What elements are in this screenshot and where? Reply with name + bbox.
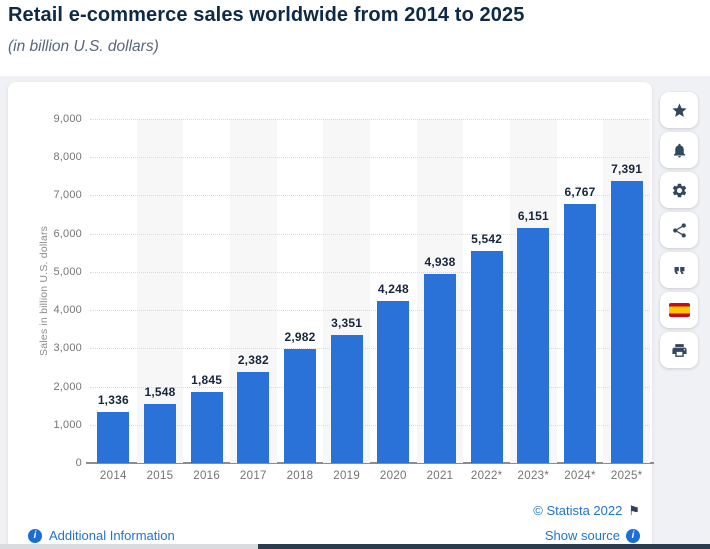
- y-axis-tick-label: 6,000: [53, 227, 82, 240]
- additional-information-row: i Additional Information: [28, 528, 175, 543]
- citation-button[interactable]: [660, 252, 698, 288]
- x-axis-tick-label: 2016: [193, 470, 221, 482]
- y-axis-tick-label: 2,000: [53, 380, 82, 393]
- bottom-strip-dark: [258, 544, 710, 549]
- gridline: [90, 386, 650, 388]
- x-axis-tick-label: 2022*: [470, 470, 503, 482]
- gridline: [90, 195, 650, 197]
- bar-2019[interactable]: [330, 334, 363, 463]
- y-axis-tick-label: 8,000: [53, 151, 82, 164]
- bar-value-label: 6,151: [517, 208, 549, 223]
- x-axis-tick-label: 2017: [239, 470, 267, 482]
- chart-card: Sales in billion U.S. dollars 0 1,000 2,00…: [8, 82, 654, 549]
- bar-2024[interactable]: [564, 204, 596, 463]
- share-icon: [672, 222, 686, 238]
- y-axis-tick-label: 1,000: [53, 418, 82, 431]
- bar-value-label: 3,351: [331, 315, 363, 330]
- bar-value-label: 4,248: [377, 281, 409, 296]
- plot-area: 0 1,000 2,000 3,000 4,000 5,000 6,000 7,000 8,00…: [53, 113, 654, 482]
- bar-value-label: 4,938: [424, 255, 456, 270]
- bar-2014[interactable]: [97, 411, 130, 463]
- gridline: [90, 271, 650, 273]
- bar-2025[interactable]: [610, 180, 643, 463]
- bar-value-label: 1,336: [97, 392, 129, 407]
- x-axis-tick-label: 2025*: [610, 470, 643, 482]
- report-flag-icon[interactable]: ⚑: [628, 503, 640, 518]
- page-subtitle: (in billion U.S. dollars): [8, 38, 159, 55]
- y-axis-tick-label: 7,000: [53, 189, 82, 202]
- y-axis-tick-label: 0: [75, 457, 82, 469]
- printer-icon: [671, 343, 687, 357]
- bar-2021[interactable]: [424, 274, 456, 463]
- gridline: [90, 119, 650, 120]
- gridline: [90, 233, 650, 235]
- bottom-strip-light: [0, 544, 258, 549]
- bar-value-label: 7,391: [611, 161, 643, 176]
- x-axis-tick-label: 2018: [286, 470, 314, 482]
- bar-2017[interactable]: [237, 371, 270, 463]
- bar-2016[interactable]: [190, 392, 223, 463]
- x-axis-tick-label: 2021: [426, 470, 454, 482]
- bar-value-label: 1,845: [191, 373, 223, 388]
- star-icon: [671, 102, 687, 117]
- bar-2023[interactable]: [517, 227, 550, 463]
- bar-2015[interactable]: [144, 403, 176, 463]
- info-icon[interactable]: i: [28, 528, 42, 543]
- gridline: [90, 310, 650, 312]
- gridline: [90, 348, 650, 350]
- language-button[interactable]: [660, 292, 698, 328]
- bar-2018[interactable]: [284, 349, 316, 463]
- x-axis-tick-label: 2023*: [517, 470, 550, 482]
- gear-icon: [672, 183, 686, 197]
- y-axis-title: Sales in billion U.S. dollars: [38, 225, 50, 357]
- bar-value-label: 6,767: [564, 185, 596, 200]
- y-axis-tick-label: 9,000: [53, 113, 82, 125]
- x-axis-tick-label: 2024*: [564, 470, 596, 482]
- show-source-row: Show source i: [545, 528, 640, 543]
- bar-value-label: 1,548: [144, 384, 176, 399]
- spanish-flag-icon: [668, 303, 690, 317]
- notifications-button[interactable]: [660, 132, 698, 168]
- bell-icon: [673, 143, 685, 158]
- y-axis-tick-label: 4,000: [53, 304, 82, 317]
- page-title: Retail e-commerce sales worldwide from 2…: [8, 4, 525, 26]
- x-axis-tick-label: 2019: [333, 470, 361, 482]
- additional-information-link[interactable]: Additional Information: [49, 528, 175, 543]
- gridline: [90, 157, 650, 159]
- y-axis-tick-label: 3,000: [53, 342, 82, 355]
- x-axis-tick-label: 2015: [146, 470, 174, 482]
- x-axis-baseline: [86, 462, 654, 464]
- bar-value-label: 2,382: [237, 352, 269, 367]
- bar-value-label: 2,982: [284, 330, 316, 345]
- x-axis-tick-label: 2020: [379, 470, 407, 482]
- bar-2022[interactable]: [470, 251, 503, 463]
- show-source-link[interactable]: Show source: [544, 528, 620, 543]
- x-axis-tick-label: 2014: [99, 470, 127, 482]
- share-button[interactable]: [660, 212, 698, 248]
- settings-button[interactable]: [660, 172, 698, 208]
- copyright-link[interactable]: © Statista 2022: [533, 503, 623, 518]
- bar-value-label: 5,542: [471, 232, 503, 247]
- bar-2020[interactable]: [377, 300, 410, 463]
- copyright-row: © Statista 2022 ⚑: [533, 503, 640, 518]
- print-button[interactable]: [660, 332, 698, 368]
- gridline: [90, 424, 650, 426]
- info-icon[interactable]: i: [626, 528, 640, 543]
- y-axis-tick-label: 5,000: [53, 265, 82, 278]
- quote-icon: [674, 266, 684, 274]
- favorite-button[interactable]: [660, 92, 698, 128]
